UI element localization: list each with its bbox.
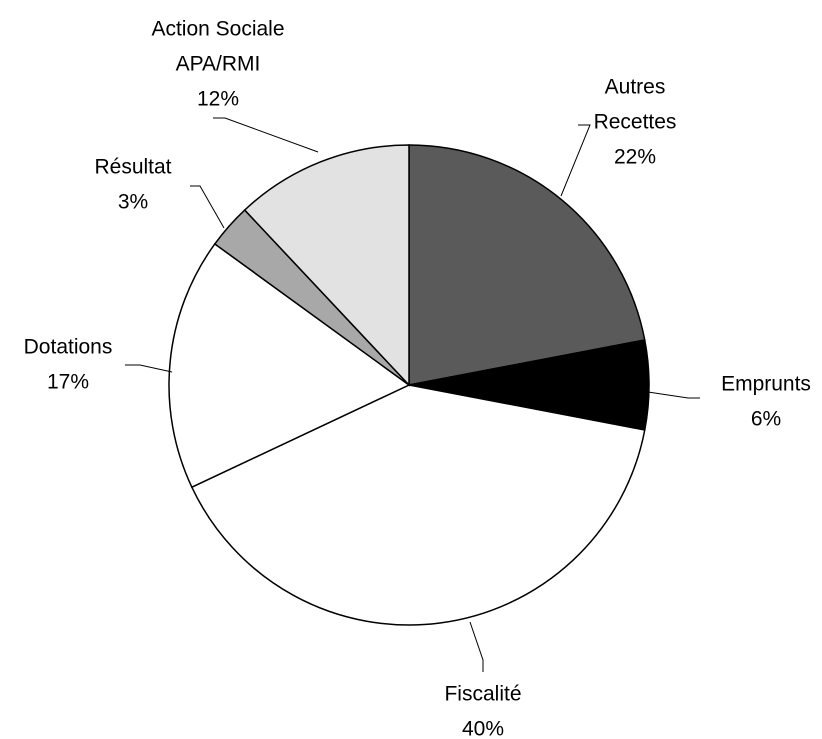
pie-slice [243, 144, 410, 387]
value-label: 22% [614, 146, 656, 169]
slice-label: Autres [605, 76, 666, 99]
pie-slice [168, 242, 411, 489]
value-label: 12% [197, 88, 239, 111]
slice-label: Résultat [94, 156, 171, 179]
leader-line [125, 364, 173, 373]
leader-line [560, 124, 591, 197]
slice-label: Dotations [24, 336, 113, 359]
slice-label: Recettes [594, 111, 677, 134]
pie-slice [408, 144, 646, 386]
value-label: 6% [751, 408, 781, 431]
leader-line [469, 621, 484, 672]
slice-label: Emprunts [721, 373, 811, 396]
value-label: 40% [462, 718, 504, 739]
leader-line [190, 185, 225, 229]
pie-slice [190, 384, 646, 626]
leader-line [647, 391, 700, 399]
slice-label: Action Sociale [151, 18, 284, 41]
value-label: 3% [118, 191, 148, 214]
value-label: 17% [47, 371, 89, 394]
slice-label: APA/RMI [176, 53, 261, 76]
slice-label: Fiscalité [444, 683, 521, 706]
leader-line [213, 117, 319, 153]
